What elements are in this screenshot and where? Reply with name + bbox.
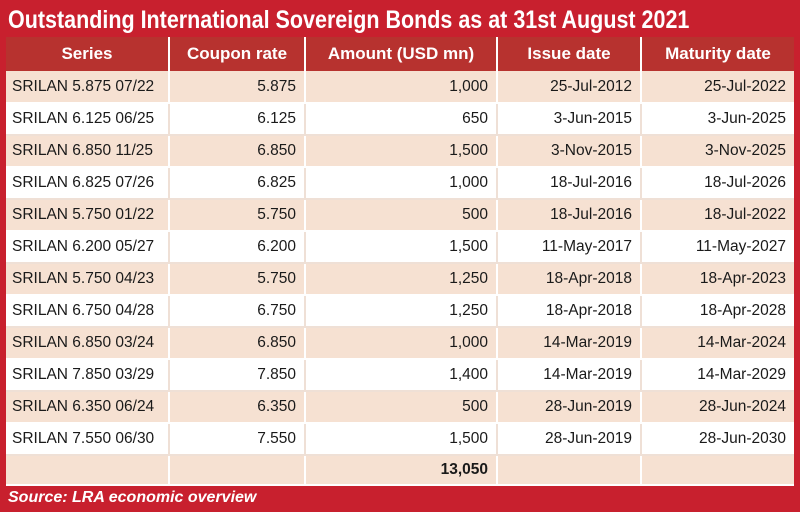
table-row: SRILAN 5.750 01/22 5.750 500 18-Jul-2016… <box>6 199 794 232</box>
amount-cell: 1,000 <box>305 327 498 360</box>
issue-date-cell: 18-Jul-2016 <box>497 167 642 200</box>
amount-cell: 1,500 <box>305 423 498 456</box>
amount-cell: 1,000 <box>305 71 498 104</box>
table-header-row: Series Coupon rate Amount (USD mn) Issue… <box>6 37 794 71</box>
maturity-date-cell: 18-Jul-2026 <box>641 167 794 200</box>
table-row: SRILAN 6.750 04/28 6.750 1,250 18-Apr-20… <box>6 295 794 328</box>
maturity-date-cell: 14-Mar-2024 <box>641 327 794 360</box>
bond-table: Series Coupon rate Amount (USD mn) Issue… <box>6 37 794 486</box>
coupon-cell: 7.850 <box>169 359 306 392</box>
total-empty-cell <box>169 455 306 486</box>
total-row: 13,050 <box>6 455 794 486</box>
total-empty-cell <box>497 455 642 486</box>
coupon-cell: 5.875 <box>169 71 306 104</box>
issue-date-cell: 14-Mar-2019 <box>497 327 642 360</box>
series-cell: SRILAN 5.750 04/23 <box>6 263 170 296</box>
series-cell: SRILAN 6.200 05/27 <box>6 231 170 264</box>
amount-cell: 1,000 <box>305 167 498 200</box>
coupon-cell: 6.350 <box>169 391 306 424</box>
coupon-cell: 5.750 <box>169 263 306 296</box>
table-row: SRILAN 6.850 11/25 6.850 1,500 3-Nov-201… <box>6 135 794 168</box>
series-cell: SRILAN 6.125 06/25 <box>6 103 170 136</box>
maturity-date-cell: 28-Jun-2030 <box>641 423 794 456</box>
maturity-date-cell: 3-Jun-2025 <box>641 103 794 136</box>
coupon-cell: 7.550 <box>169 423 306 456</box>
table-row: SRILAN 7.550 06/30 7.550 1,500 28-Jun-20… <box>6 423 794 456</box>
column-header-series: Series <box>6 37 170 71</box>
coupon-cell: 6.750 <box>169 295 306 328</box>
maturity-date-cell: 18-Jul-2022 <box>641 199 794 232</box>
amount-cell: 1,250 <box>305 295 498 328</box>
amount-cell: 500 <box>305 199 498 232</box>
maturity-date-cell: 25-Jul-2022 <box>641 71 794 104</box>
series-cell: SRILAN 6.850 11/25 <box>6 135 170 168</box>
series-cell: SRILAN 7.850 03/29 <box>6 359 170 392</box>
coupon-cell: 5.750 <box>169 199 306 232</box>
maturity-date-cell: 14-Mar-2029 <box>641 359 794 392</box>
series-cell: SRILAN 5.875 07/22 <box>6 71 170 104</box>
maturity-date-cell: 11-May-2027 <box>641 231 794 264</box>
column-header-coupon-rate: Coupon rate <box>169 37 306 71</box>
series-cell: SRILAN 5.750 01/22 <box>6 199 170 232</box>
issue-date-cell: 18-Apr-2018 <box>497 295 642 328</box>
maturity-date-cell: 28-Jun-2024 <box>641 391 794 424</box>
issue-date-cell: 11-May-2017 <box>497 231 642 264</box>
issue-date-cell: 14-Mar-2019 <box>497 359 642 392</box>
column-header-issue-date: Issue date <box>497 37 642 71</box>
coupon-cell: 6.850 <box>169 327 306 360</box>
issue-date-cell: 3-Nov-2015 <box>497 135 642 168</box>
table-row: SRILAN 5.875 07/22 5.875 1,000 25-Jul-20… <box>6 71 794 104</box>
table-row: SRILAN 6.825 07/26 6.825 1,000 18-Jul-20… <box>6 167 794 200</box>
amount-cell: 1,250 <box>305 263 498 296</box>
maturity-date-cell: 18-Apr-2028 <box>641 295 794 328</box>
amount-cell: 1,500 <box>305 231 498 264</box>
amount-cell: 1,500 <box>305 135 498 168</box>
issue-date-cell: 3-Jun-2015 <box>497 103 642 136</box>
amount-cell: 650 <box>305 103 498 136</box>
table-row: SRILAN 5.750 04/23 5.750 1,250 18-Apr-20… <box>6 263 794 296</box>
amount-cell: 1,400 <box>305 359 498 392</box>
issue-date-cell: 28-Jun-2019 <box>497 423 642 456</box>
series-cell: SRILAN 6.850 03/24 <box>6 327 170 360</box>
total-amount-cell: 13,050 <box>305 455 498 486</box>
maturity-date-cell: 3-Nov-2025 <box>641 135 794 168</box>
coupon-cell: 6.850 <box>169 135 306 168</box>
column-header-maturity-date: Maturity date <box>641 37 794 71</box>
issue-date-cell: 18-Apr-2018 <box>497 263 642 296</box>
table-row: SRILAN 6.350 06/24 6.350 500 28-Jun-2019… <box>6 391 794 424</box>
coupon-cell: 6.825 <box>169 167 306 200</box>
issue-date-cell: 28-Jun-2019 <box>497 391 642 424</box>
series-cell: SRILAN 6.350 06/24 <box>6 391 170 424</box>
table-row: SRILAN 6.850 03/24 6.850 1,000 14-Mar-20… <box>6 327 794 360</box>
coupon-cell: 6.200 <box>169 231 306 264</box>
coupon-cell: 6.125 <box>169 103 306 136</box>
total-empty-cell <box>641 455 794 486</box>
issue-date-cell: 25-Jul-2012 <box>497 71 642 104</box>
page-title: Outstanding International Sovereign Bond… <box>8 6 690 34</box>
series-cell: SRILAN 7.550 06/30 <box>6 423 170 456</box>
amount-cell: 500 <box>305 391 498 424</box>
series-cell: SRILAN 6.750 04/28 <box>6 295 170 328</box>
table-row: SRILAN 7.850 03/29 7.850 1,400 14-Mar-20… <box>6 359 794 392</box>
bond-table-container: Series Coupon rate Amount (USD mn) Issue… <box>6 37 794 486</box>
table-row: SRILAN 6.200 05/27 6.200 1,500 11-May-20… <box>6 231 794 264</box>
series-cell: SRILAN 6.825 07/26 <box>6 167 170 200</box>
column-header-amount: Amount (USD mn) <box>305 37 498 71</box>
issue-date-cell: 18-Jul-2016 <box>497 199 642 232</box>
maturity-date-cell: 18-Apr-2023 <box>641 263 794 296</box>
total-empty-cell <box>6 455 170 486</box>
source-note: Source: LRA economic overview <box>8 489 257 506</box>
table-row: SRILAN 6.125 06/25 6.125 650 3-Jun-2015 … <box>6 103 794 136</box>
